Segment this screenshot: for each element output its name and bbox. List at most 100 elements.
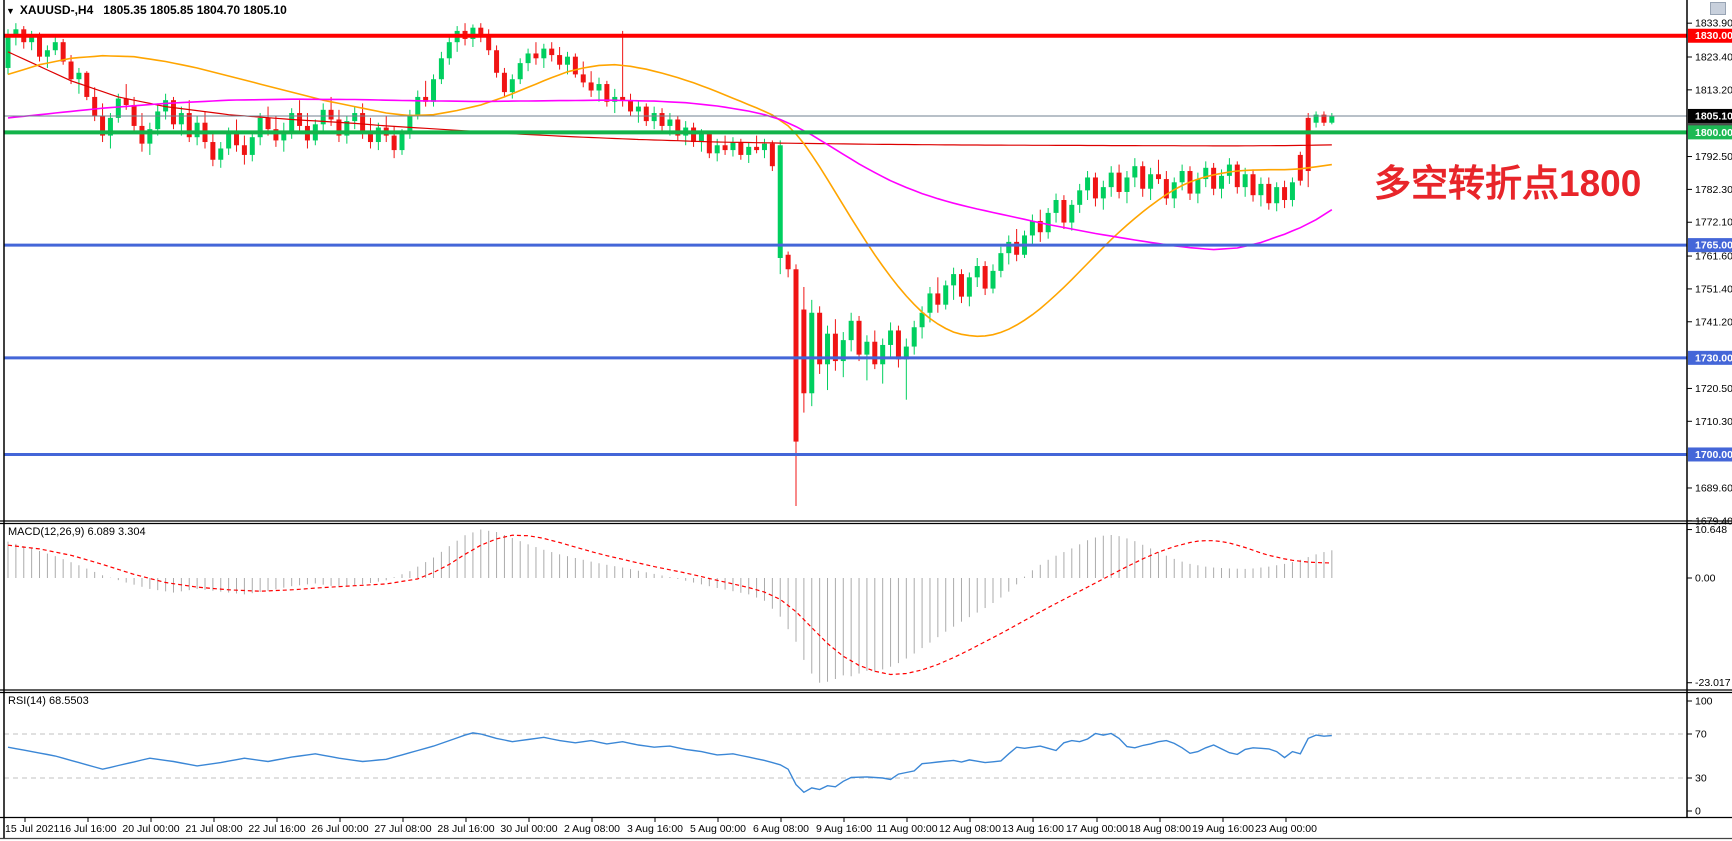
time-tick-label: 3 Aug 16:00 xyxy=(627,823,683,835)
price-badge xyxy=(1688,125,1732,140)
candle-bear xyxy=(533,53,539,59)
price-tick-label: 1823.40 xyxy=(1695,52,1732,64)
price-badge xyxy=(1688,28,1732,43)
rsi-tick-label: 30 xyxy=(1695,773,1707,785)
candle-bull xyxy=(13,29,19,36)
candle-bear xyxy=(659,113,665,126)
symbol-info-bar: ▼ XAUUSD-,H4 1805.35 1805.85 1804.70 1805.… xyxy=(6,3,287,17)
candle-bull xyxy=(990,270,996,289)
time-tick-label: 11 Aug 00:00 xyxy=(876,823,937,835)
symbol-period-label: XAUUSD-,H4 xyxy=(19,3,94,17)
time-tick-label: 9 Aug 16:00 xyxy=(816,823,872,835)
candle-bull xyxy=(344,121,350,136)
candle-bull xyxy=(1329,115,1335,123)
candle-bull xyxy=(777,145,783,258)
price-badge xyxy=(1688,350,1732,365)
candle-bull xyxy=(1029,220,1035,236)
candle-bull xyxy=(107,117,113,136)
candle-bear xyxy=(856,320,862,355)
candle-bear xyxy=(675,119,681,136)
candle-bull xyxy=(761,143,767,151)
candle-bull xyxy=(1258,183,1264,196)
time-tick-label: 21 Jul 08:00 xyxy=(185,823,242,835)
candle-bull xyxy=(1006,241,1012,254)
candle-bull xyxy=(943,285,949,305)
time-tick-label: 2 Aug 08:00 xyxy=(564,823,620,835)
candle-bear xyxy=(241,145,247,155)
macd-tick-label: 0.00 xyxy=(1695,573,1716,585)
candle-bull xyxy=(1132,166,1138,178)
candle-bear xyxy=(1014,241,1020,255)
chevron-down-icon[interactable]: ▼ xyxy=(6,6,15,16)
price-badge xyxy=(1688,238,1732,253)
time-tick-label: 13 Aug 16:00 xyxy=(1002,823,1064,835)
candle-bear xyxy=(982,266,988,289)
time-axis[interactable]: 15 Jul 2021 16 Jul 16:00 20 Jul 00:00 21 Ju… xyxy=(5,818,1317,835)
candle-bear xyxy=(1250,174,1256,196)
time-tick-label: 5 Aug 00:00 xyxy=(690,823,746,835)
price-badge-label: 1830.00 xyxy=(1695,30,1732,42)
candle-bull xyxy=(407,114,413,134)
price-tick-label: 1782.30 xyxy=(1695,184,1732,196)
candle-bear xyxy=(186,113,192,138)
price-badge xyxy=(1688,108,1732,123)
candle-bull xyxy=(1242,174,1248,188)
price-axis[interactable]: 1833.90 1823.40 1813.20 1792.50 1782.30 1772.… xyxy=(1687,18,1732,818)
candle-bull xyxy=(911,327,917,347)
candle-bear xyxy=(1321,114,1327,123)
candle-bull xyxy=(76,72,82,80)
candle-bear xyxy=(265,117,271,130)
candle-bull xyxy=(194,122,200,138)
candle-bear xyxy=(1140,166,1146,189)
time-tick-label: 22 Jul 16:00 xyxy=(248,823,305,835)
candle-bull xyxy=(1289,182,1295,201)
time-tick-label: 19 Aug 16:00 xyxy=(1192,823,1254,835)
candle-bull xyxy=(289,113,295,131)
time-tick-label: 20 Jul 00:00 xyxy=(122,823,179,835)
candle-bear xyxy=(1234,164,1240,188)
price-tick-label: 1679.40 xyxy=(1695,515,1732,527)
price-badge-label: 1730.00 xyxy=(1695,352,1732,364)
candle-bear xyxy=(1211,167,1217,189)
candle-bull xyxy=(746,146,752,155)
candle-bull xyxy=(998,253,1004,271)
candle-bull xyxy=(438,58,444,80)
candle-bear xyxy=(691,127,697,143)
candle-bear xyxy=(643,106,649,122)
candle-bear xyxy=(1037,220,1043,233)
rsi-panel[interactable] xyxy=(4,732,1687,794)
time-tick-label: 18 Aug 08:00 xyxy=(1129,823,1191,835)
candle-bull xyxy=(1053,200,1059,213)
candle-bear xyxy=(139,125,145,144)
candle-bear xyxy=(832,333,838,362)
time-tick-label: 6 Aug 08:00 xyxy=(753,823,809,835)
time-tick-label: 30 Jul 00:00 xyxy=(500,823,557,835)
candle-bear xyxy=(628,100,634,112)
candle-bear xyxy=(391,135,397,151)
price-badge-label: 1765.00 xyxy=(1695,240,1732,252)
rsi-tick-label: 70 xyxy=(1695,729,1707,741)
candle-bull xyxy=(1219,175,1225,189)
chart-annotation-text[interactable]: 多空转折点1800 xyxy=(1374,163,1642,204)
scrollbar-thumb[interactable] xyxy=(1710,2,1726,15)
price-tick-label: 1710.30 xyxy=(1695,416,1732,428)
candle-bull xyxy=(1148,174,1154,189)
price-tick-label: 1689.60 xyxy=(1695,482,1732,494)
candle-bear xyxy=(1297,154,1303,181)
candle-bear xyxy=(1092,177,1098,199)
candle-bear xyxy=(580,74,586,83)
macd-panel[interactable] xyxy=(7,529,1333,683)
main-price-panel[interactable] xyxy=(4,23,1687,507)
candle-bear xyxy=(68,61,74,80)
candle-bear xyxy=(336,119,342,136)
candle-bear xyxy=(722,145,728,151)
candle-bull xyxy=(1045,212,1051,233)
candle-bull xyxy=(714,145,720,154)
price-tick-label: 1813.20 xyxy=(1695,84,1732,96)
macd-signal-line xyxy=(7,534,1332,676)
time-tick-label: 23 Aug 00:00 xyxy=(1255,823,1317,835)
candle-bull xyxy=(226,132,232,149)
candle-bull xyxy=(147,129,153,144)
candle-bear xyxy=(1061,200,1067,223)
